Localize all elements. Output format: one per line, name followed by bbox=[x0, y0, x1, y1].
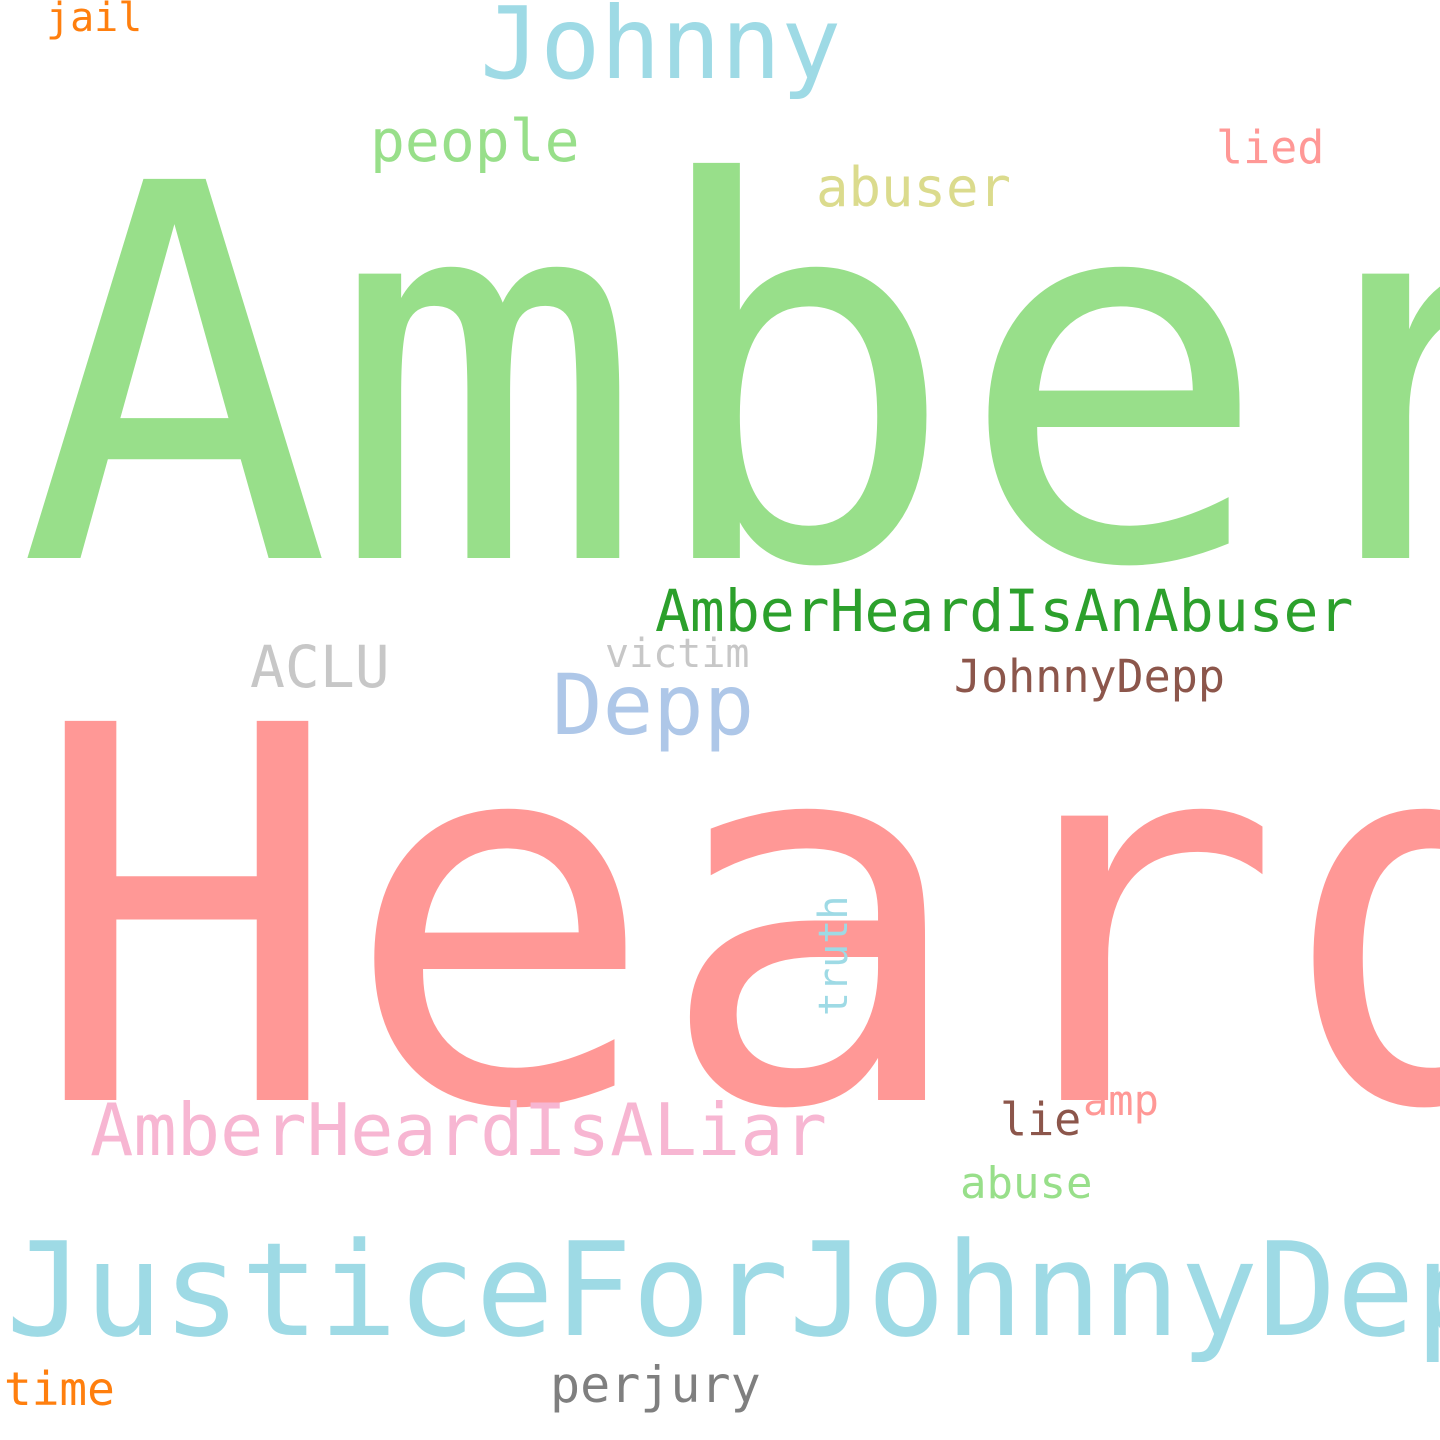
word-people: people bbox=[370, 107, 580, 175]
word-time: time bbox=[4, 1362, 115, 1416]
word-jail: jail bbox=[46, 0, 143, 41]
word-johnny: Johnny bbox=[480, 0, 842, 102]
word-lie: lie bbox=[1000, 1093, 1082, 1146]
word-abuser: abuser bbox=[816, 156, 1012, 219]
word-abuse: abuse bbox=[960, 1158, 1093, 1209]
word-amp: amp bbox=[1083, 1076, 1159, 1125]
word-amber: Amber bbox=[18, 75, 1440, 681]
word-amberheardisanabuser: AmberHeardIsAnAbuser bbox=[655, 577, 1354, 645]
word-aclu: ACLU bbox=[250, 633, 390, 701]
word-justicefor-johnnydepp: JusticeForJohnnyDepp bbox=[6, 1214, 1440, 1366]
word-amberheardisaliar: AmberHeardIsALiar bbox=[90, 1088, 827, 1172]
word-perjury: perjury bbox=[550, 1356, 761, 1414]
word-victim: victim bbox=[605, 631, 750, 677]
word-johnnydepp: JohnnyDepp bbox=[954, 650, 1225, 703]
word-lied: lied bbox=[1216, 121, 1325, 174]
word-depp: Depp bbox=[552, 656, 755, 754]
word-truth: truth bbox=[811, 895, 857, 1016]
word-heard: Heard bbox=[30, 617, 1440, 1223]
